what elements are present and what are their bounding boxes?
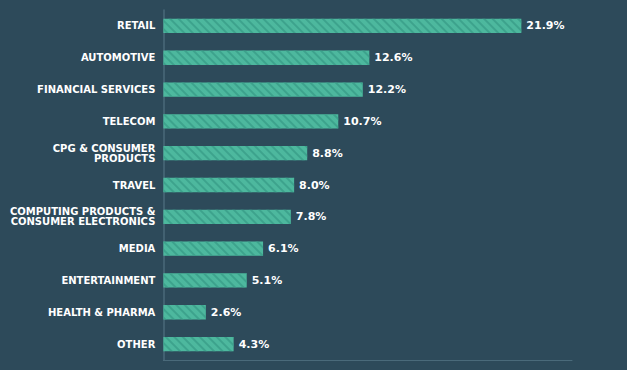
svg-text:HEALTH & PHARMA: HEALTH & PHARMA (48, 307, 156, 318)
svg-text:AUTOMOTIVE: AUTOMOTIVE (81, 52, 156, 63)
svg-text:OTHER: OTHER (117, 339, 156, 350)
svg-text:12.6%: 12.6% (374, 51, 412, 64)
svg-text:RETAIL: RETAIL (117, 20, 156, 31)
svg-text:COMPUTING PRODUCTS &: COMPUTING PRODUCTS & (10, 206, 156, 218)
svg-text:6.1%: 6.1% (268, 242, 299, 255)
svg-text:ENTERTAINMENT: ENTERTAINMENT (61, 275, 155, 286)
svg-text:2.6%: 2.6% (211, 306, 242, 319)
svg-text:7.8%: 7.8% (296, 210, 327, 223)
svg-text:CPG & CONSUMER: CPG & CONSUMER (52, 142, 156, 154)
svg-text:MEDIA: MEDIA (119, 243, 156, 254)
svg-text:21.9%: 21.9% (526, 19, 564, 32)
svg-text:TELECOM: TELECOM (103, 116, 156, 127)
svg-text:10.7%: 10.7% (343, 115, 381, 128)
svg-text:4.3%: 4.3% (239, 338, 270, 351)
svg-text:TRAVEL: TRAVEL (113, 180, 156, 191)
svg-text:PRODUCTS: PRODUCTS (94, 153, 155, 164)
svg-text:8.0%: 8.0% (299, 179, 330, 192)
svg-text:FINANCIAL SERVICES: FINANCIAL SERVICES (37, 84, 155, 95)
svg-text:CONSUMER ELECTRONICS: CONSUMER ELECTRONICS (11, 216, 156, 227)
svg-text:5.1%: 5.1% (252, 274, 283, 287)
svg-text:8.8%: 8.8% (312, 147, 343, 160)
svg-text:12.2%: 12.2% (368, 83, 406, 96)
